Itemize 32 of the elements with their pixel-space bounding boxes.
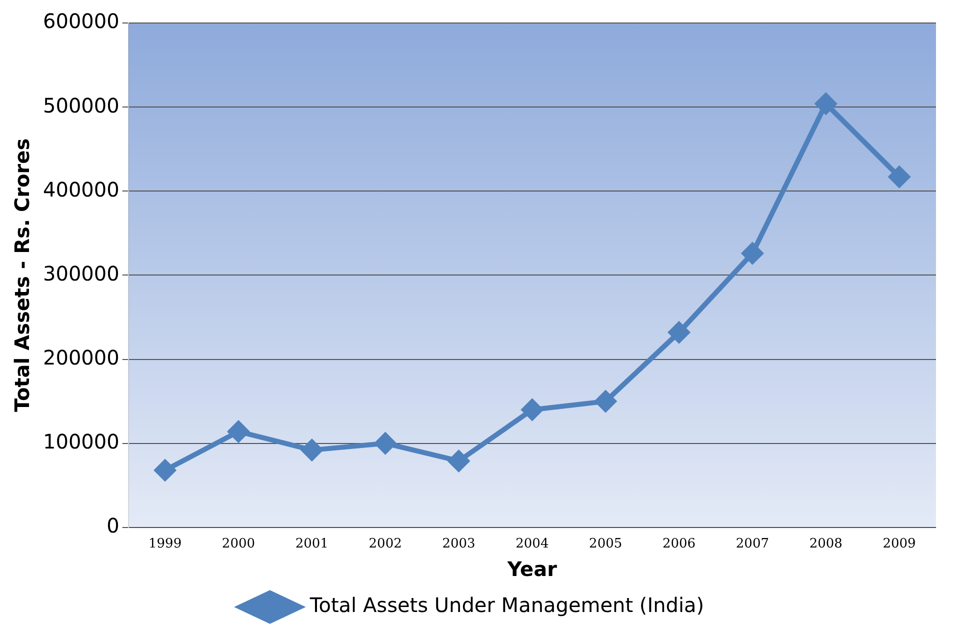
x-tick-label: 2007: [736, 536, 769, 552]
x-tick-label: 2002: [368, 536, 402, 552]
x-axis-title: Year: [506, 557, 558, 582]
x-tick-label: 2008: [809, 536, 842, 552]
point: [888, 166, 910, 188]
point: [595, 390, 616, 412]
x-tick-label: 2004: [516, 536, 549, 552]
point: [815, 93, 836, 114]
y-tick-label: 100000: [42, 430, 120, 454]
y-tick-label: 600000: [42, 9, 120, 34]
x-tick-label: 2005: [589, 536, 622, 552]
y-tick-label: 300000: [42, 261, 120, 286]
x-tick-label: 2000: [222, 536, 256, 552]
x-tick-label: 1999: [148, 536, 182, 552]
y-tick-label: 500000: [42, 93, 120, 118]
x-tick-label: 2003: [442, 536, 476, 552]
y-tick-label: 400000: [42, 177, 120, 202]
y-tick-label: 0: [106, 514, 120, 538]
point: [301, 440, 322, 461]
y-axis-title: Total Assets - Rs. Crores: [10, 138, 34, 412]
point: [154, 460, 176, 481]
x-tick-label: 2006: [662, 536, 696, 552]
point: [742, 242, 763, 264]
point: [668, 322, 690, 343]
legend-label: Total Assets Under Management (India): [308, 593, 704, 618]
point: [228, 421, 249, 442]
point: [522, 399, 543, 420]
point: [448, 450, 470, 472]
x-tick-label: 2001: [295, 536, 328, 552]
y-tick-label: 200000: [42, 345, 120, 370]
x-tick-label: 2009: [882, 536, 916, 552]
point: [374, 432, 396, 454]
